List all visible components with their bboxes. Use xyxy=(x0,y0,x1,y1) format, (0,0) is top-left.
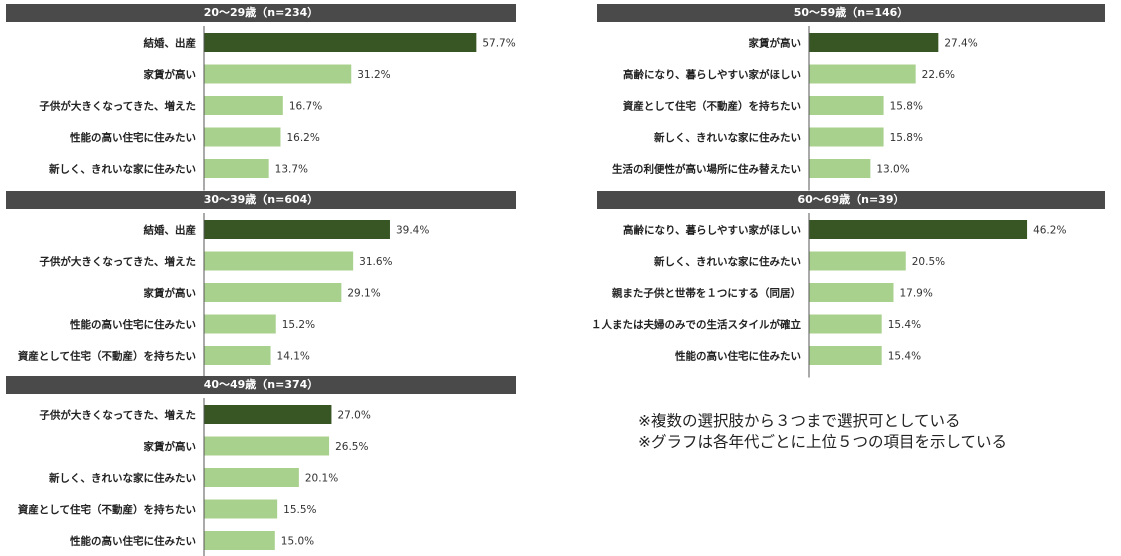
data-label: 46.2% xyxy=(1033,225,1066,237)
chart-panel-30s: 30～39歳（n=604） 結婚、出産 39.4% 子供が大きくなってきた、増えた 3… xyxy=(6,191,516,378)
bar xyxy=(204,33,477,52)
panel-title: 50～59歳（n=146） xyxy=(597,4,1105,22)
category-label: 家賃が高い xyxy=(144,68,197,81)
bar xyxy=(204,96,283,115)
data-label: 29.1% xyxy=(347,288,380,300)
bar xyxy=(204,314,276,334)
bar xyxy=(809,220,1028,239)
category-label: 子供が大きくなってきた、増えた xyxy=(39,100,196,113)
data-label: 27.4% xyxy=(944,38,977,50)
bar xyxy=(204,436,330,456)
bar xyxy=(204,499,278,519)
data-label: 16.7% xyxy=(289,101,322,113)
bar xyxy=(204,220,390,239)
footnote-top-five: ※グラフは各年代ごとに上位５つの項目を示している xyxy=(638,433,1008,451)
panel-title: 40～49歳（n=374） xyxy=(6,376,516,394)
data-label: 15.5% xyxy=(283,504,316,516)
bar xyxy=(809,127,884,147)
data-label: 15.4% xyxy=(888,319,921,331)
category-label: １人または夫婦のみでの生活スタイルが確立 xyxy=(591,318,801,331)
bar xyxy=(809,64,916,84)
data-label: 20.1% xyxy=(305,473,338,485)
category-label: 結婚、出産 xyxy=(144,224,197,237)
panel-title: 30～39歳（n=604） xyxy=(6,191,516,209)
data-label: 20.5% xyxy=(912,256,945,268)
category-label: 家賃が高い xyxy=(749,37,802,50)
bar xyxy=(204,64,352,84)
chart-panel-20s: 20～29歳（n=234） 結婚、出産 57.7% 家賃が高い 31.2% 子供が大きく… xyxy=(6,4,516,191)
data-label: 15.4% xyxy=(888,351,921,363)
category-label: 家賃が高い xyxy=(144,287,197,300)
category-label: 性能の高い住宅に住みたい xyxy=(70,318,196,331)
bar-chart-svg: 結婚、出産 57.7% 家賃が高い 31.2% 子供が大きくなってきた、増えた 16.7%… xyxy=(39,26,516,191)
category-label: 性能の高い住宅に住みたい xyxy=(70,131,196,144)
category-label: 結婚、出産 xyxy=(144,37,197,50)
bar xyxy=(204,468,299,487)
bar xyxy=(809,346,882,365)
data-label: 13.0% xyxy=(876,164,909,176)
category-label: 新しく、きれいな家に住みたい xyxy=(49,163,196,176)
chart-panel-50s: 50～59歳（n=146） 家賃が高い 27.4% 高齢になり、暮らしやすい家がほし… xyxy=(597,4,1105,191)
data-label: 27.0% xyxy=(337,410,370,422)
category-label: 性能の高い住宅に住みたい xyxy=(70,535,196,548)
bar xyxy=(809,283,894,302)
bar xyxy=(204,346,271,365)
bar xyxy=(809,159,871,178)
bar xyxy=(204,531,275,550)
category-label: 高齢になり、暮らしやすい家がほしい xyxy=(623,68,801,81)
chart-panel-60s: 60～69歳（n=39） 高齢になり、暮らしやすい家がほしい 46.2% 新しく、き… xyxy=(591,191,1105,378)
data-label: 14.1% xyxy=(277,351,310,363)
category-label: 新しく、きれいな家に住みたい xyxy=(654,131,801,144)
data-label: 16.2% xyxy=(286,132,319,144)
category-label: 子供が大きくなってきた、増えた xyxy=(39,409,196,422)
category-label: 親また子供と世帯を１つにする（同居） xyxy=(612,287,801,300)
category-label: 新しく、きれいな家に住みたい xyxy=(654,255,801,268)
bar-plot: 家賃が高い 27.4% 高齢になり、暮らしやすい家がほしい 22.6% 資産として住宅（… xyxy=(597,26,1105,191)
bar xyxy=(204,159,269,178)
bar xyxy=(204,405,332,424)
data-label: 15.8% xyxy=(890,132,923,144)
panel-title: 20～29歳（n=234） xyxy=(6,4,516,22)
bar-plot: 子供が大きくなってきた、増えた 27.0% 家賃が高い 26.5% 新しく、きれいな家に… xyxy=(6,398,516,556)
data-label: 26.5% xyxy=(335,441,368,453)
data-label: 17.9% xyxy=(899,288,932,300)
panel-title: 60～69歳（n=39） xyxy=(597,191,1105,209)
bar-chart-svg: 結婚、出産 39.4% 子供が大きくなってきた、増えた 31.6% 家賃が高い 29.1%… xyxy=(18,213,429,378)
data-label: 39.4% xyxy=(396,225,429,237)
category-label: 子供が大きくなってきた、増えた xyxy=(39,255,196,268)
footnote-selection-rule: ※複数の選択肢から３つまで選択可としている xyxy=(638,412,961,430)
data-label: 57.7% xyxy=(482,38,515,50)
data-label: 15.8% xyxy=(890,101,923,113)
data-label: 31.6% xyxy=(359,256,392,268)
bar xyxy=(809,96,884,115)
chart-panel-40s: 40～49歳（n=374） 子供が大きくなってきた、増えた 27.0% 家賃が高い 2… xyxy=(6,376,516,556)
data-label: 31.2% xyxy=(357,69,390,81)
bar-chart-svg: 家賃が高い 27.4% 高齢になり、暮らしやすい家がほしい 22.6% 資産として住宅（… xyxy=(612,26,978,191)
bar-plot: 結婚、出産 39.4% 子供が大きくなってきた、増えた 31.6% 家賃が高い 29.1%… xyxy=(6,213,516,378)
bar-chart-svg: 子供が大きくなってきた、増えた 27.0% 家賃が高い 26.5% 新しく、きれいな家に… xyxy=(18,398,371,556)
bar xyxy=(204,283,342,302)
category-label: 高齢になり、暮らしやすい家がほしい xyxy=(623,224,801,237)
data-label: 15.2% xyxy=(282,319,315,331)
bar xyxy=(809,251,906,271)
category-label: 資産として住宅（不動産）を持ちたい xyxy=(18,350,196,363)
bar xyxy=(809,314,882,334)
data-label: 15.0% xyxy=(281,536,314,548)
category-label: 家賃が高い xyxy=(144,440,197,453)
bar xyxy=(204,251,354,271)
bar-chart-svg: 高齢になり、暮らしやすい家がほしい 46.2% 新しく、きれいな家に住みたい 20.5… xyxy=(591,213,1066,378)
category-label: 新しく、きれいな家に住みたい xyxy=(49,472,196,485)
bar-plot: 結婚、出産 57.7% 家賃が高い 31.2% 子供が大きくなってきた、増えた 16.7%… xyxy=(6,26,516,191)
category-label: 生活の利便性が高い場所に住み替えたい xyxy=(612,163,801,176)
bar-plot: 高齢になり、暮らしやすい家がほしい 46.2% 新しく、きれいな家に住みたい 20.5… xyxy=(591,213,1105,378)
category-label: 資産として住宅（不動産）を持ちたい xyxy=(18,503,196,516)
category-label: 性能の高い住宅に住みたい xyxy=(675,350,801,363)
bar xyxy=(809,33,939,52)
data-label: 22.6% xyxy=(922,69,955,81)
bar xyxy=(204,127,281,147)
data-label: 13.7% xyxy=(275,164,308,176)
category-label: 資産として住宅（不動産）を持ちたい xyxy=(623,100,801,113)
